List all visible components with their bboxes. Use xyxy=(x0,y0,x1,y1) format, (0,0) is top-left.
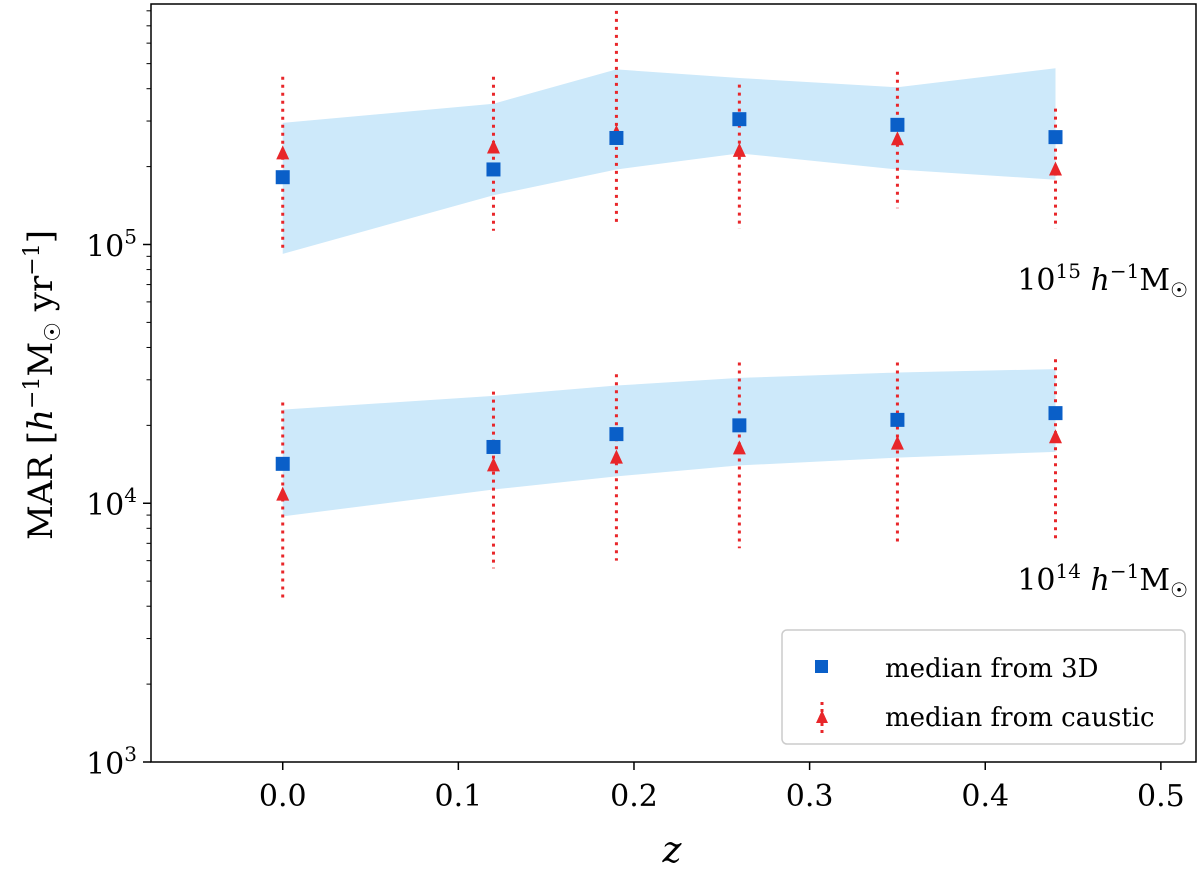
group-label-1e14: 1014 h−1M☉ xyxy=(1017,559,1188,602)
band-group-1 xyxy=(282,369,1056,517)
x-tick-label: 0.3 xyxy=(786,779,834,814)
caustic-triangle-marker xyxy=(890,131,904,146)
y-tick-labels: 103 104 105 xyxy=(86,224,137,782)
group-label-1e15: 1015 h−1M☉ xyxy=(1017,259,1188,302)
y-tick-label: 104 xyxy=(86,483,137,523)
x-tick-label: 0.1 xyxy=(434,779,482,814)
median-3d-square-marker xyxy=(1048,130,1063,145)
median-3d-square-marker xyxy=(1048,406,1063,421)
median-3d-square-marker xyxy=(486,439,501,454)
plot-frame xyxy=(150,3,1197,763)
legend-label-caustic: median from caustic xyxy=(885,703,1155,733)
caustic-triangle-marker xyxy=(732,142,746,157)
median-3d-square-marker xyxy=(486,162,501,177)
caustic-error-bars xyxy=(281,10,1057,601)
x-tick-label: 0.2 xyxy=(610,779,658,814)
x-tick-label: 0.5 xyxy=(1137,779,1185,814)
data-markers xyxy=(275,112,1063,501)
caustic-triangle-marker xyxy=(276,145,290,160)
x-tick-label: 0.0 xyxy=(259,779,307,814)
caustic-triangle-marker xyxy=(1048,429,1062,444)
legend-label-3d: median from 3D xyxy=(885,654,1099,684)
median-3d-square-marker xyxy=(275,170,290,185)
caustic-triangle-marker xyxy=(1048,161,1062,176)
legend-box xyxy=(781,629,1186,745)
uncertainty-bands xyxy=(282,68,1056,517)
band-group-0 xyxy=(282,68,1056,254)
median-3d-square-marker xyxy=(609,427,624,442)
y-label-yr-sup: −1 xyxy=(20,243,45,275)
median-3d-square-marker xyxy=(890,412,905,427)
median-3d-square-marker xyxy=(890,117,905,132)
x-axis-label: z xyxy=(662,830,683,871)
y-tick-label: 103 xyxy=(86,742,137,782)
y-tick-label: 105 xyxy=(86,224,137,264)
median-3d-square-marker xyxy=(732,418,747,433)
caustic-triangle-marker xyxy=(890,435,904,450)
caustic-triangle-marker xyxy=(276,486,290,501)
x-tick-labels: 0.0 0.1 0.2 0.3 0.4 0.5 xyxy=(259,779,1185,814)
y-label-h: h xyxy=(21,409,61,431)
median-3d-square-marker xyxy=(732,112,747,127)
caustic-triangle-marker xyxy=(609,449,623,464)
median-3d-square-marker xyxy=(275,456,290,471)
axis-ticks xyxy=(143,10,1162,770)
legend-triangle-marker xyxy=(816,710,828,723)
median-3d-square-marker xyxy=(609,130,624,145)
y-axis-label: MAR [h−1M☉ yr−1] xyxy=(20,230,66,540)
legend: median from 3D median from caustic xyxy=(781,629,1186,745)
y-label-main: MAR xyxy=(21,454,61,540)
caustic-triangle-marker xyxy=(486,139,500,154)
caustic-triangle-marker xyxy=(732,440,746,455)
y-label-yr: yr xyxy=(21,275,61,312)
y-label-msun: M xyxy=(21,342,61,377)
x-tick-label: 0.4 xyxy=(961,779,1009,814)
legend-square-marker xyxy=(815,660,828,673)
y-label-h-sup: −1 xyxy=(20,377,45,409)
caustic-triangle-marker xyxy=(486,457,500,472)
